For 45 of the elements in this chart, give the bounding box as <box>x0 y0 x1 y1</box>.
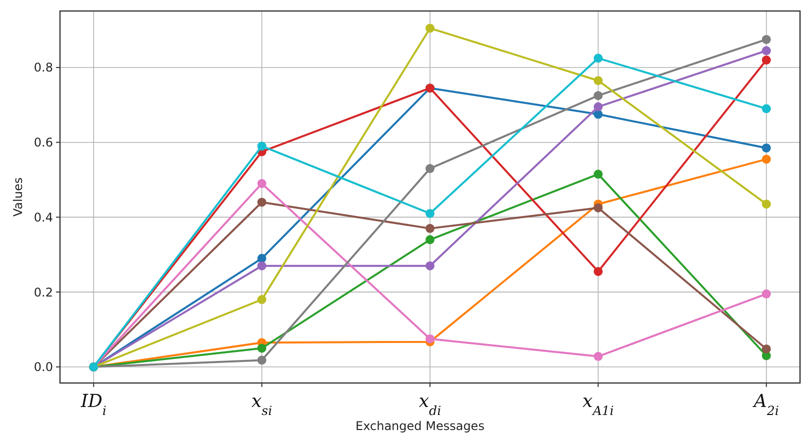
point <box>426 261 434 270</box>
x-tick-label: ID$_{i}$ <box>80 391 106 418</box>
point <box>257 142 266 151</box>
point <box>594 170 603 179</box>
y-tick-label: 0.6 <box>34 136 53 150</box>
point <box>594 203 603 212</box>
y-tick-label: 0.8 <box>34 60 53 75</box>
point <box>257 344 266 353</box>
point <box>762 154 771 164</box>
point <box>426 224 434 233</box>
point <box>594 54 603 63</box>
point <box>426 235 434 244</box>
point <box>594 266 603 276</box>
point <box>594 352 603 361</box>
y-axis-title: Values <box>11 177 25 217</box>
y-tick-label: 0.2 <box>34 285 53 300</box>
point <box>762 34 771 44</box>
point <box>594 110 603 119</box>
point <box>426 334 434 344</box>
y-tick-label: 0.0 <box>34 360 53 374</box>
point <box>257 254 266 263</box>
point <box>762 143 771 152</box>
point <box>762 56 771 65</box>
point <box>257 198 266 207</box>
point <box>762 200 771 209</box>
point <box>257 356 266 365</box>
x-tick-label: x$_{A1i}$ <box>582 391 614 418</box>
point <box>426 164 434 174</box>
x-axis-title: Exchanged Messages <box>356 419 484 433</box>
point <box>762 104 771 114</box>
point <box>257 261 266 270</box>
point <box>426 208 434 218</box>
point <box>762 344 771 354</box>
x-tick-label: x$_{si}$ <box>251 391 272 418</box>
point <box>594 76 603 86</box>
x-tick-label: A$_{2i}$ <box>752 391 779 418</box>
point <box>257 295 266 304</box>
y-tick-label: 0.4 <box>34 210 53 224</box>
point <box>257 179 266 188</box>
point <box>594 102 603 112</box>
x-tick-label: x$_{di}$ <box>418 391 442 418</box>
point <box>426 24 434 33</box>
point <box>762 46 771 56</box>
point <box>762 289 771 298</box>
point <box>594 91 603 100</box>
